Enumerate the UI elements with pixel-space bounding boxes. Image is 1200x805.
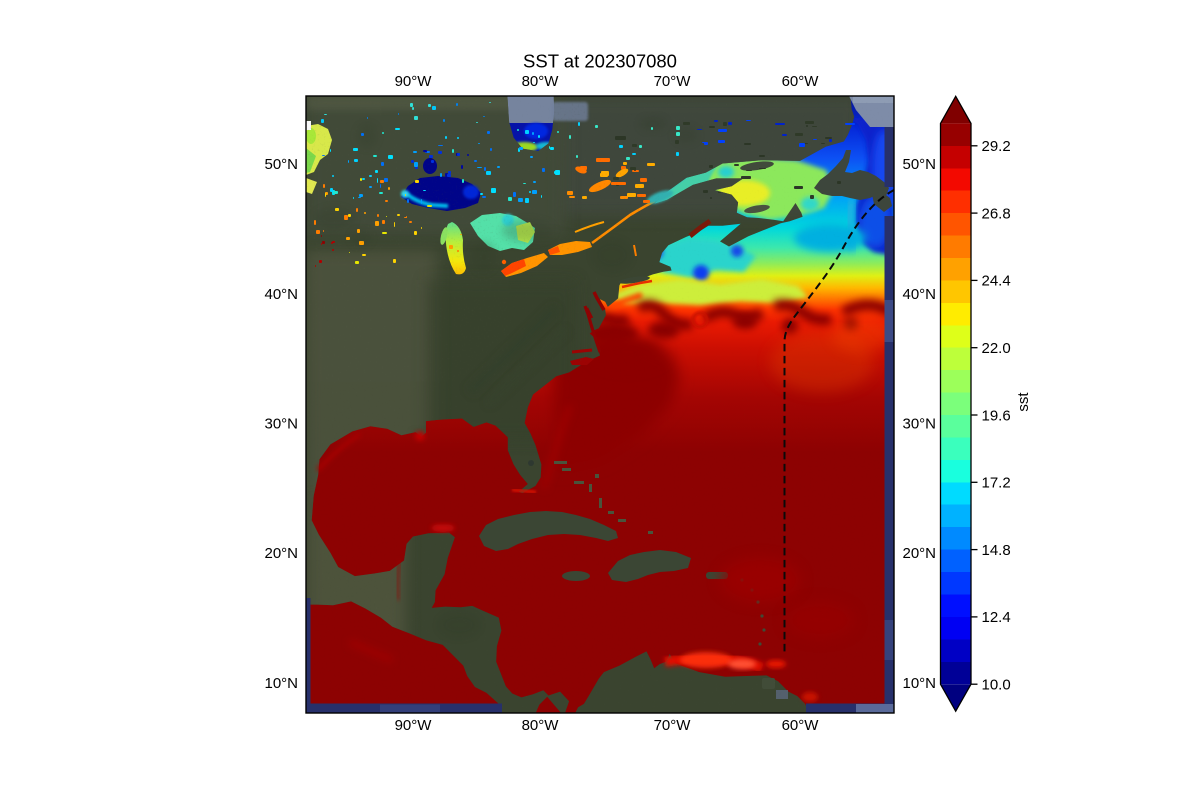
svg-text:30°N: 30°N: [903, 416, 937, 433]
svg-text:50°N: 50°N: [264, 156, 298, 173]
svg-text:19.6: 19.6: [982, 407, 1011, 424]
svg-text:22.0: 22.0: [982, 340, 1011, 357]
svg-text:80°W: 80°W: [522, 717, 560, 734]
svg-text:20°N: 20°N: [903, 545, 937, 562]
svg-text:40°N: 40°N: [903, 286, 937, 303]
svg-text:90°W: 90°W: [395, 73, 433, 90]
svg-text:60°W: 60°W: [782, 73, 820, 90]
svg-text:17.2: 17.2: [982, 475, 1011, 492]
svg-text:40°N: 40°N: [264, 286, 298, 303]
svg-text:10°N: 10°N: [264, 675, 298, 692]
svg-text:12.4: 12.4: [982, 609, 1011, 626]
svg-text:14.8: 14.8: [982, 542, 1011, 559]
svg-text:sst: sst: [1015, 392, 1032, 412]
svg-text:70°W: 70°W: [654, 73, 692, 90]
svg-text:20°N: 20°N: [264, 545, 298, 562]
svg-text:80°W: 80°W: [522, 73, 560, 90]
svg-text:29.2: 29.2: [982, 138, 1011, 155]
svg-text:30°N: 30°N: [264, 416, 298, 433]
svg-text:90°W: 90°W: [395, 717, 433, 734]
svg-text:50°N: 50°N: [903, 156, 937, 173]
svg-text:70°W: 70°W: [654, 717, 692, 734]
svg-text:10°N: 10°N: [903, 675, 937, 692]
svg-text:26.8: 26.8: [982, 205, 1011, 222]
svg-text:10.0: 10.0: [982, 677, 1011, 694]
svg-text:60°W: 60°W: [782, 717, 820, 734]
svg-text:24.4: 24.4: [982, 273, 1011, 290]
svg-text:SST at 202307080: SST at 202307080: [523, 51, 677, 72]
